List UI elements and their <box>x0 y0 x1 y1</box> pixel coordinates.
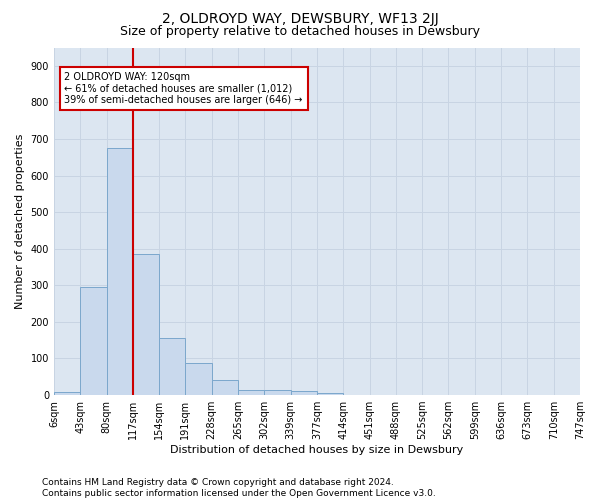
Bar <box>107 148 133 395</box>
Bar <box>238 390 265 395</box>
Bar <box>265 390 290 395</box>
Bar <box>54 392 80 395</box>
Bar <box>80 287 107 395</box>
Text: Contains HM Land Registry data © Crown copyright and database right 2024.
Contai: Contains HM Land Registry data © Crown c… <box>42 478 436 498</box>
Bar <box>185 364 212 395</box>
Text: 2 OLDROYD WAY: 120sqm
← 61% of detached houses are smaller (1,012)
39% of semi-d: 2 OLDROYD WAY: 120sqm ← 61% of detached … <box>64 72 303 105</box>
X-axis label: Distribution of detached houses by size in Dewsbury: Distribution of detached houses by size … <box>170 445 464 455</box>
Bar <box>159 338 185 395</box>
Text: Size of property relative to detached houses in Dewsbury: Size of property relative to detached ho… <box>120 25 480 38</box>
Bar <box>133 254 159 395</box>
Bar <box>290 392 317 395</box>
Bar <box>212 380 238 395</box>
Y-axis label: Number of detached properties: Number of detached properties <box>15 134 25 309</box>
Bar <box>317 392 343 395</box>
Text: 2, OLDROYD WAY, DEWSBURY, WF13 2JJ: 2, OLDROYD WAY, DEWSBURY, WF13 2JJ <box>161 12 439 26</box>
